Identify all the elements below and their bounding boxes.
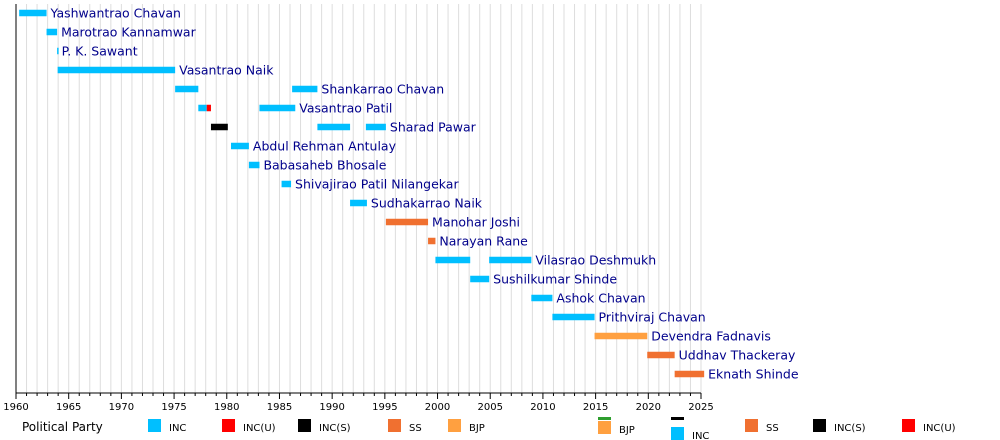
legend-label-3: SS: [409, 423, 422, 434]
x-tick-label-2010: 2010: [530, 402, 555, 413]
term-bar-16-0: [552, 313, 595, 321]
name-label-13: Vilasrao Deshmukh: [535, 253, 656, 268]
name-label-5: Vasantrao Patil: [299, 101, 392, 116]
legend-extra-label-4: INC(U): [923, 423, 956, 434]
term-bar-9-0: [281, 180, 292, 188]
legend-extra-swatch-3: [813, 419, 826, 432]
name-label-7: Abdul Rehman Antulay: [253, 139, 397, 154]
term-bar-5-0: [198, 104, 207, 112]
x-tick-label-1975: 1975: [161, 402, 186, 413]
legend-extra-swatch-0: [598, 421, 611, 434]
name-label-10: Sudhakarrao Naik: [371, 196, 483, 211]
x-tick-label-1980: 1980: [214, 402, 239, 413]
term-bar-3-0: [57, 66, 176, 74]
name-label-6: Sharad Pawar: [390, 120, 477, 135]
x-tick-label-2000: 2000: [425, 402, 450, 413]
term-bar-14-0: [470, 275, 490, 283]
legend-swatch-4: [448, 419, 461, 432]
legend: Political Party INC INC(U) INC(S) SS BJP BJP IN…: [22, 417, 956, 440]
name-label-18: Uddhav Thackeray: [679, 348, 796, 363]
x-tick-label-1990: 1990: [319, 402, 344, 413]
name-label-15: Ashok Chavan: [556, 291, 645, 306]
name-label-0: Yashwantrao Chavan: [50, 6, 181, 21]
term-bar-0-0: [19, 9, 47, 17]
legend-swatch-0: [148, 419, 161, 432]
term-bar-18-0: [647, 351, 675, 359]
legend-extra-label-3: INC(S): [834, 423, 866, 434]
x-tick-label-1960: 1960: [3, 402, 28, 413]
name-label-3: Vasantrao Naik: [179, 63, 274, 78]
legend-swatch-1: [222, 419, 235, 432]
x-tick-label-1965: 1965: [56, 402, 81, 413]
x-tick-label-2015: 2015: [583, 402, 608, 413]
term-bar-5-2: [259, 104, 296, 112]
term-bars: [19, 9, 705, 378]
term-bar-19-0: [674, 370, 705, 378]
term-bar-15-0: [531, 294, 553, 302]
term-bar-10-0: [350, 199, 367, 207]
legend-extra-accent-1: [671, 417, 684, 420]
term-bar-11-0: [385, 218, 429, 226]
legend-extra-label-0: BJP: [619, 425, 635, 436]
term-bar-7-0: [230, 142, 249, 150]
legend-extra-accent-0: [598, 417, 611, 420]
name-label-16: Prithviraj Chavan: [599, 310, 706, 325]
term-bar-17-0: [594, 332, 648, 340]
x-tick-label-2025: 2025: [688, 402, 713, 413]
legend-extra-swatch-1: [671, 427, 684, 440]
term-bar-5-1: [206, 104, 211, 112]
x-axis: 1960 1965 1970 1975 1980 1985 1990 1995 2000 2005…: [3, 4, 714, 413]
legend-swatch-3: [388, 419, 401, 432]
x-tick-label-2005: 2005: [478, 402, 503, 413]
name-labels: Yashwantrao Chavan Marotrao Kannamwar P. K…: [50, 6, 799, 382]
legend-label-0: INC: [169, 423, 186, 434]
name-label-14: Sushilkumar Shinde: [493, 272, 617, 287]
legend-extra-swatch-4: [902, 419, 915, 432]
term-bar-13-1: [489, 256, 532, 264]
term-bar-1-0: [46, 28, 58, 36]
x-tick-label-1985: 1985: [267, 402, 292, 413]
legend-extra-label-1: INC: [692, 431, 709, 440]
x-tick-label-2020: 2020: [636, 402, 661, 413]
name-label-2: P. K. Sawant: [62, 44, 138, 59]
name-label-9: Shivajirao Patil Nilangekar: [295, 177, 459, 192]
name-label-19: Eknath Shinde: [708, 367, 799, 382]
name-label-11: Manohar Joshi: [432, 215, 520, 230]
term-bar-4-0: [175, 85, 199, 93]
legend-label-1: INC(U): [243, 423, 276, 434]
legend-extra-label-2: SS: [766, 423, 779, 434]
name-label-17: Devendra Fadnavis: [651, 329, 771, 344]
legend-label-2: INC(S): [319, 423, 351, 434]
name-label-8: Babasaheb Bhosale: [263, 158, 386, 173]
name-label-1: Marotrao Kannamwar: [61, 25, 196, 40]
term-bar-4-1: [292, 85, 318, 93]
name-label-12: Narayan Rane: [439, 234, 528, 249]
term-bar-13-0: [435, 256, 471, 264]
term-bar-2-0: [57, 47, 59, 55]
term-bar-12-0: [428, 237, 436, 245]
name-label-4: Shankarrao Chavan: [321, 82, 444, 97]
legend-label-4: BJP: [469, 423, 485, 434]
legend-extra-swatch-2: [745, 419, 758, 432]
x-tick-label-1995: 1995: [372, 402, 397, 413]
x-tick-label-1970: 1970: [109, 402, 134, 413]
term-bar-6-2: [365, 123, 386, 131]
term-bar-8-0: [248, 161, 260, 169]
term-bar-6-1: [317, 123, 351, 131]
term-bar-6-0: [210, 123, 228, 131]
legend-swatch-2: [298, 419, 311, 432]
legend-title: Political Party: [22, 420, 103, 434]
